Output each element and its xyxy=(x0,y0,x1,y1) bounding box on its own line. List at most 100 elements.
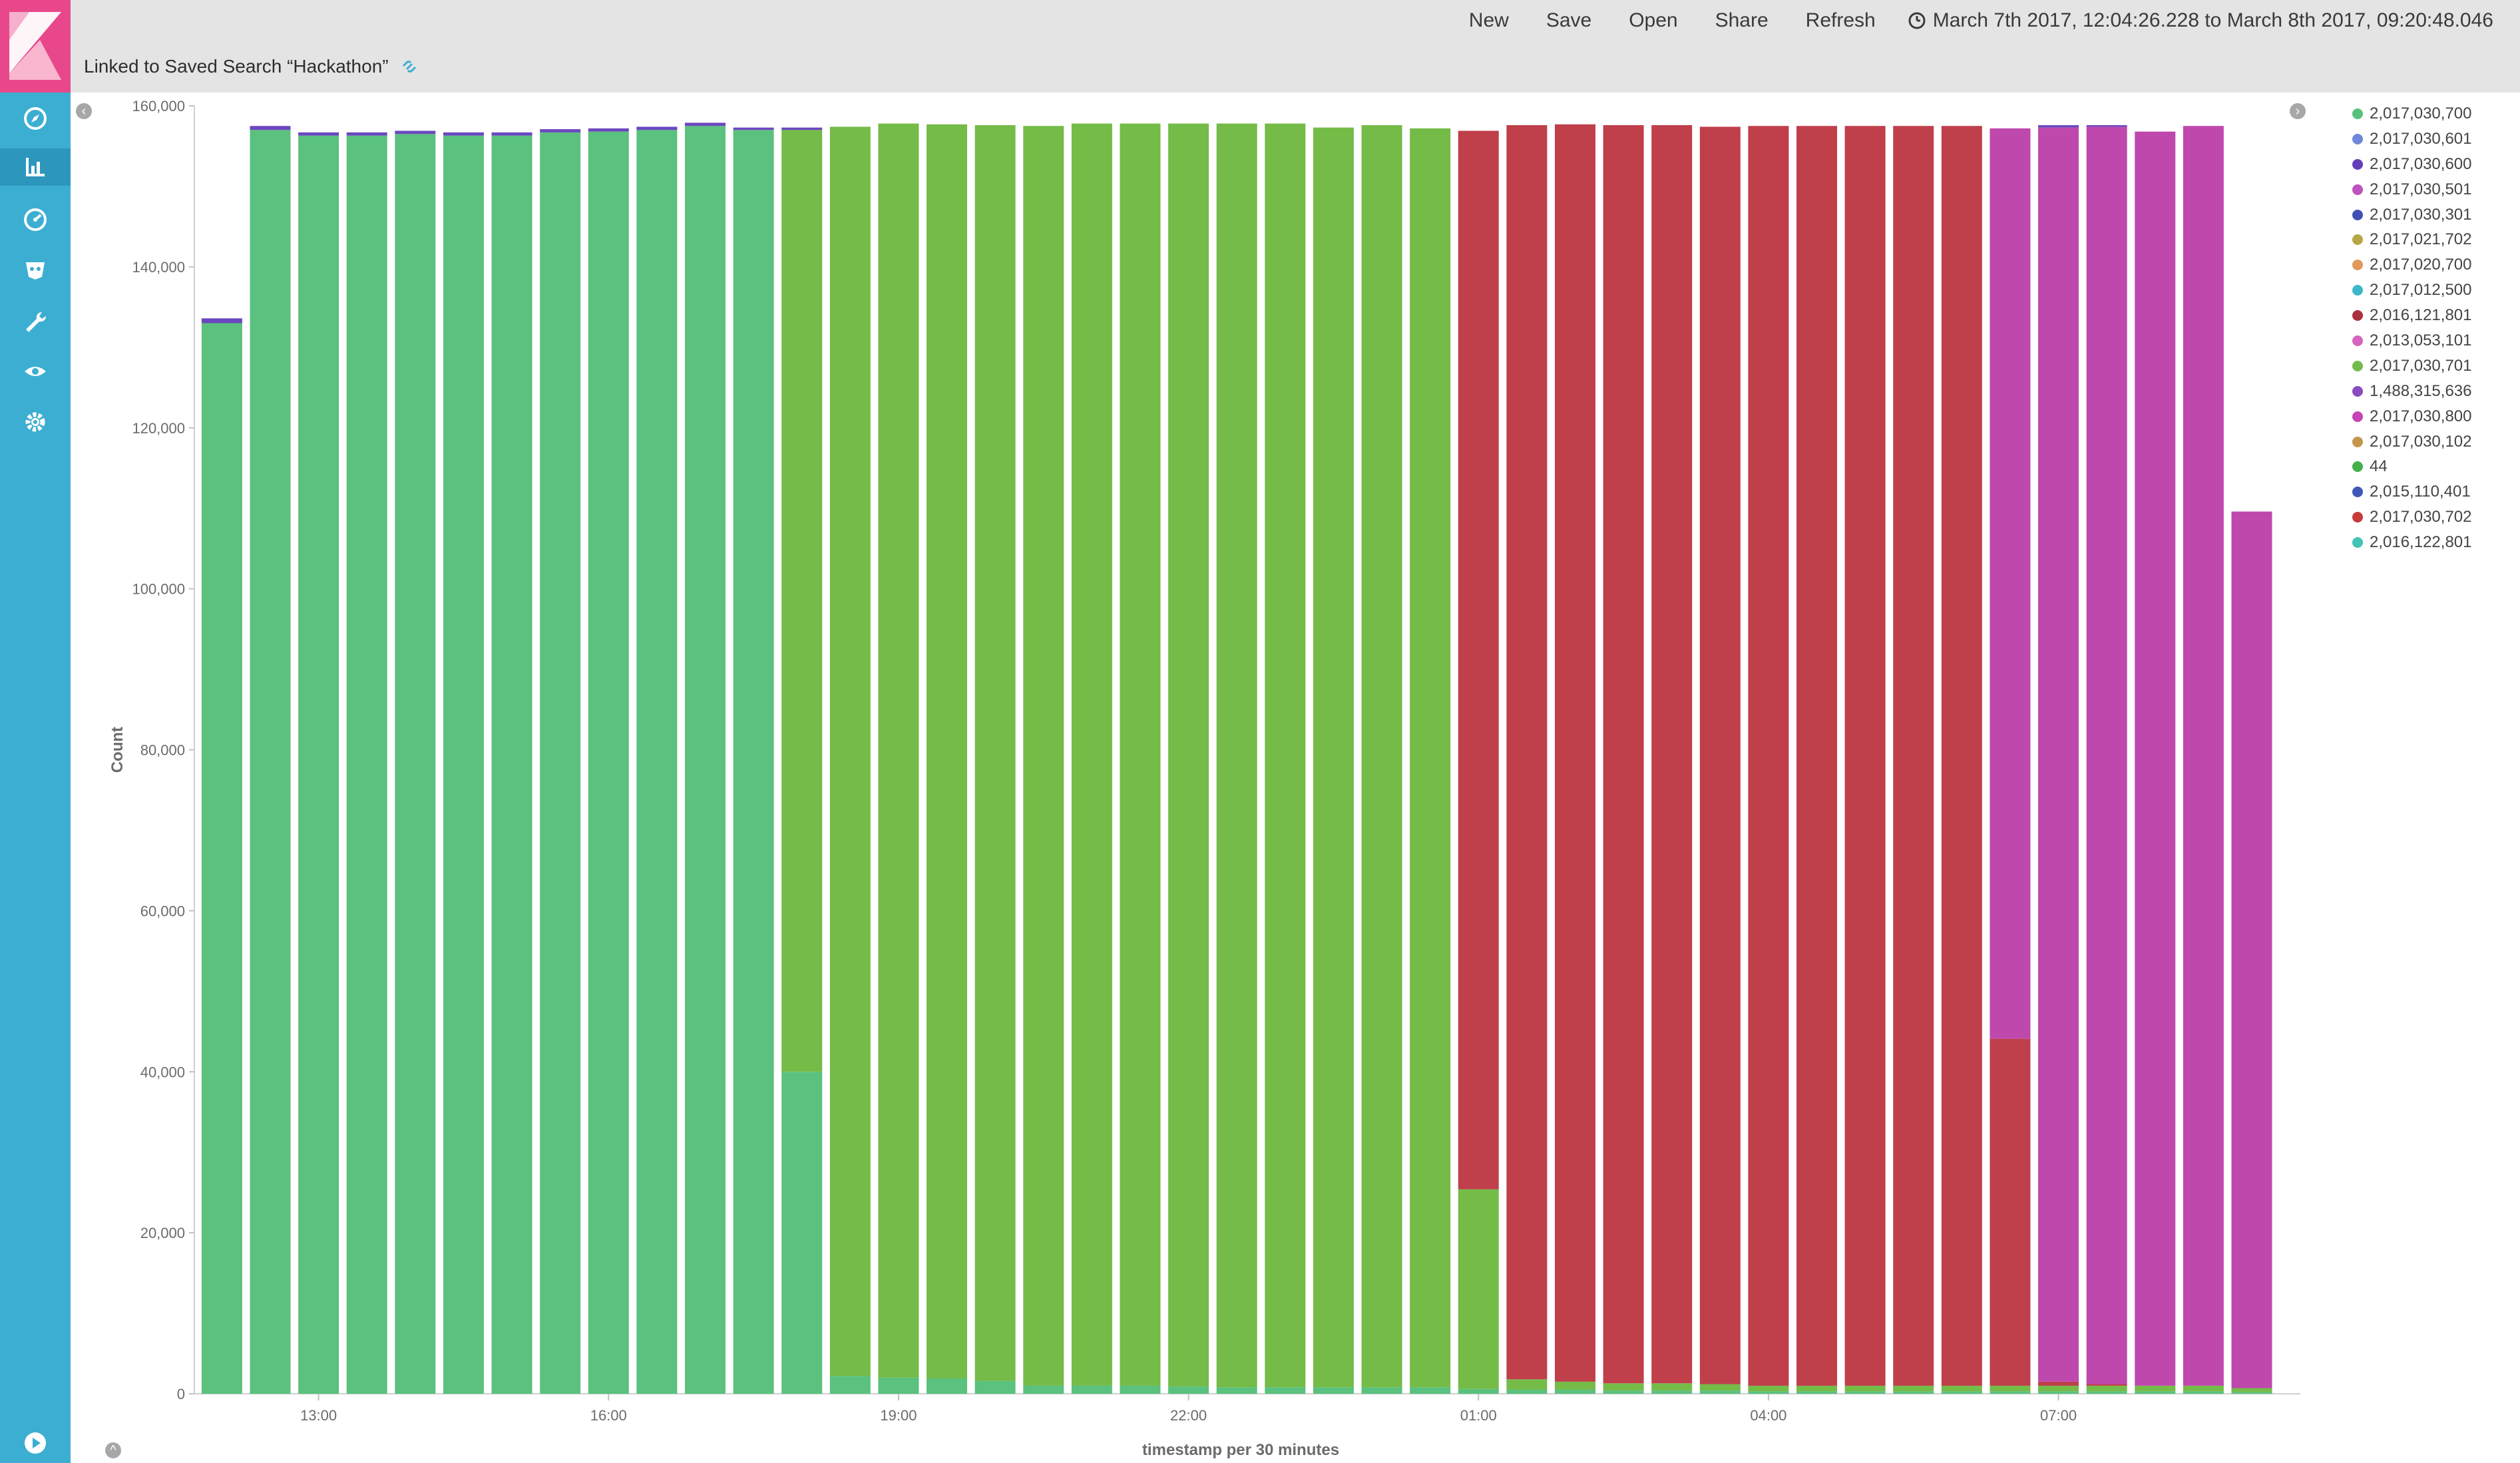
legend-item[interactable]: 2,017,030,601 xyxy=(2352,126,2471,152)
bar-segment[interactable] xyxy=(443,135,484,1394)
bar-segment[interactable] xyxy=(1361,1387,1402,1394)
bar-segment[interactable] xyxy=(346,135,387,1394)
bar-segment[interactable] xyxy=(2038,127,2079,1382)
bar-segment[interactable] xyxy=(2038,1385,2079,1392)
bar-segment[interactable] xyxy=(878,123,919,1378)
timelion-icon[interactable] xyxy=(17,252,54,289)
bar-segment[interactable] xyxy=(1699,1384,1741,1391)
legend-item[interactable]: 44 xyxy=(2352,454,2471,479)
settings-icon[interactable] xyxy=(17,403,54,441)
bar-segment[interactable] xyxy=(927,1378,968,1394)
bar-segment[interactable] xyxy=(1168,1386,1209,1394)
bar-segment[interactable] xyxy=(1844,1385,1886,1392)
legend-item[interactable]: 2,015,110,401 xyxy=(2352,479,2471,505)
bar-segment[interactable] xyxy=(2135,131,2176,1386)
bar-segment[interactable] xyxy=(298,132,339,136)
bar-segment[interactable] xyxy=(1071,1385,1112,1394)
bar-segment[interactable] xyxy=(588,131,629,1394)
bar-segment[interactable] xyxy=(1410,128,1451,1388)
unlink-icon[interactable] xyxy=(399,57,419,77)
bar-segment[interactable] xyxy=(2086,1391,2127,1394)
time-picker[interactable]: March 7th 2017, 12:04:26.228 to March 8t… xyxy=(1908,9,2493,32)
legend-item[interactable]: 2,017,030,800 xyxy=(2352,404,2471,429)
bar-segment[interactable] xyxy=(2038,1391,2079,1394)
bar-segment[interactable] xyxy=(2086,126,2127,1384)
bar-segment[interactable] xyxy=(443,132,484,136)
bar-segment[interactable] xyxy=(1990,1385,2031,1392)
bar-segment[interactable] xyxy=(733,130,774,1394)
bar-segment[interactable] xyxy=(1651,1383,1693,1391)
bar-segment[interactable] xyxy=(491,132,532,136)
monitoring-icon[interactable] xyxy=(17,353,54,390)
bar-segment[interactable] xyxy=(1748,1391,1789,1394)
legend-item[interactable]: 2,017,030,701 xyxy=(2352,353,2471,379)
bar-segment[interactable] xyxy=(781,127,823,130)
bar-segment[interactable] xyxy=(588,128,629,132)
bar-segment[interactable] xyxy=(878,1377,919,1394)
legend-item[interactable]: 2,017,020,700 xyxy=(2352,252,2471,278)
bar-segment[interactable] xyxy=(1023,126,1064,1386)
bar-segment[interactable] xyxy=(2231,511,2272,1388)
bar-segment[interactable] xyxy=(250,126,291,130)
bar-segment[interactable] xyxy=(1699,126,1741,1384)
bar-segment[interactable] xyxy=(1313,1387,1354,1394)
legend-item[interactable]: 2,017,012,500 xyxy=(2352,278,2471,303)
bar-segment[interactable] xyxy=(1265,1387,1306,1394)
bar-segment[interactable] xyxy=(540,132,581,1394)
bar-segment[interactable] xyxy=(2231,1392,2272,1394)
bar-segment[interactable] xyxy=(2135,1385,2176,1392)
bar-segment[interactable] xyxy=(1651,125,1693,1384)
bar-segment[interactable] xyxy=(1216,123,1257,1388)
bar-segment[interactable] xyxy=(1651,1390,1693,1394)
bar-segment[interactable] xyxy=(1410,1387,1451,1394)
bar-segment[interactable] xyxy=(684,122,726,126)
legend-item[interactable]: 1,488,315,636 xyxy=(2352,379,2471,404)
legend-item[interactable]: 2,017,030,501 xyxy=(2352,177,2471,202)
bar-segment[interactable] xyxy=(1603,1383,1644,1391)
bar-segment[interactable] xyxy=(1554,1389,1595,1394)
bar-segment[interactable] xyxy=(2183,126,2224,1386)
discover-icon[interactable] xyxy=(17,100,54,137)
bar-segment[interactable] xyxy=(2038,1381,2079,1386)
bar-segment[interactable] xyxy=(1168,123,1209,1387)
legend-item[interactable]: 2,017,030,102 xyxy=(2352,429,2471,455)
bar-segment[interactable] xyxy=(1120,1385,1161,1394)
bar-segment[interactable] xyxy=(491,135,532,1394)
bar-segment[interactable] xyxy=(1699,1390,1741,1394)
bar-segment[interactable] xyxy=(1941,126,1982,1386)
new-button[interactable]: New xyxy=(1468,9,1509,31)
bar-segment[interactable] xyxy=(1893,1385,1934,1392)
bar-segment[interactable] xyxy=(395,130,436,134)
bar-segment[interactable] xyxy=(540,129,581,132)
bar-segment[interactable] xyxy=(2183,1385,2224,1392)
legend-item[interactable]: 2,017,021,702 xyxy=(2352,227,2471,252)
bar-segment[interactable] xyxy=(2086,125,2127,127)
bar-segment[interactable] xyxy=(1603,1390,1644,1394)
bar-segment[interactable] xyxy=(829,126,871,1376)
bar-segment[interactable] xyxy=(974,125,1016,1381)
bar-segment[interactable] xyxy=(201,323,242,1394)
bar-segment[interactable] xyxy=(1796,126,1838,1386)
bar-segment[interactable] xyxy=(1313,127,1354,1388)
bar-segment[interactable] xyxy=(298,135,339,1394)
dev-tools-icon[interactable] xyxy=(17,303,54,340)
refresh-button[interactable]: Refresh xyxy=(1805,9,1876,31)
collapse-icon[interactable] xyxy=(17,1424,54,1462)
bar-segment[interactable] xyxy=(1506,125,1548,1380)
bar-segment[interactable] xyxy=(1506,1389,1548,1394)
bar-segment[interactable] xyxy=(1941,1391,1982,1394)
bar-segment[interactable] xyxy=(636,126,678,130)
legend-item[interactable]: 2,016,121,801 xyxy=(2352,303,2471,328)
legend-item[interactable]: 2,017,030,700 xyxy=(2352,101,2471,126)
bar-segment[interactable] xyxy=(1554,124,1595,1382)
bar-segment[interactable] xyxy=(1506,1379,1548,1390)
bar-segment[interactable] xyxy=(1023,1385,1064,1394)
legend-item[interactable]: 2,017,030,600 xyxy=(2352,152,2471,177)
bar-segment[interactable] xyxy=(2135,1391,2176,1394)
bar-segment[interactable] xyxy=(1458,1189,1499,1389)
bar-segment[interactable] xyxy=(1458,130,1499,1189)
bar-segment[interactable] xyxy=(1361,125,1402,1388)
bar-segment[interactable] xyxy=(1748,1385,1789,1392)
bar-segment[interactable] xyxy=(346,132,387,136)
bar-segment[interactable] xyxy=(1796,1385,1838,1392)
